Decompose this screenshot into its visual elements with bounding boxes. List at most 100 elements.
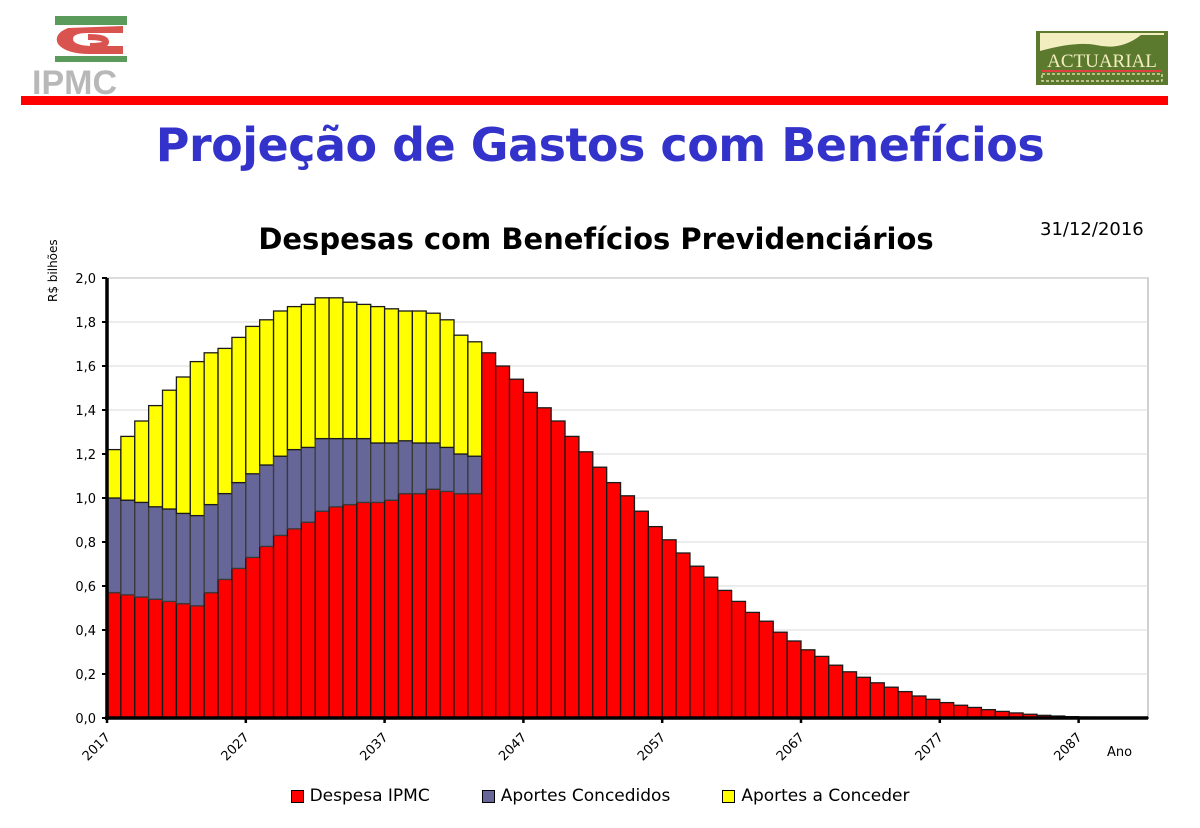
x-tick-label: 2067 [774, 730, 808, 764]
bar-segment [286, 448, 302, 530]
bar-segment [772, 631, 788, 719]
bar-segment [328, 297, 344, 440]
bar-segment [134, 420, 150, 504]
bar-segment [259, 464, 275, 548]
bar-segment [370, 501, 386, 719]
bar-segment [786, 640, 802, 719]
bar-segment [897, 690, 913, 719]
bar-segment [147, 404, 164, 508]
bar-segment [578, 451, 594, 719]
bar-segment [342, 503, 358, 719]
svg-text:ACTUARIAL: ACTUARIAL [1047, 51, 1157, 72]
bar-segment [758, 620, 774, 719]
bar-segment [411, 310, 427, 444]
bar-segment [883, 686, 899, 719]
y-tick-label: 0,6 [75, 580, 96, 595]
x-tick-label: 2027 [219, 730, 253, 764]
bar-segment [536, 407, 552, 719]
x-tick-label: 2077 [913, 730, 947, 764]
bar-segment [106, 448, 122, 499]
bar-segment [106, 497, 122, 594]
bar-segment [730, 600, 747, 719]
bar-segment [217, 492, 233, 581]
bar-segment [272, 455, 289, 537]
bar-segment [703, 576, 719, 719]
legend-item-aportes-concedidos: Aportes Concedidos [481, 786, 671, 806]
legend-item-despesa-ipmc: Despesa IPMC [290, 786, 430, 806]
bar-segment [911, 695, 927, 719]
bar-segment [120, 499, 136, 596]
bar-segment [481, 352, 497, 719]
bar-segment [411, 442, 427, 495]
bar-segment [633, 510, 649, 719]
bar-segment [467, 455, 483, 495]
bar-segment [439, 446, 455, 493]
bar-segment [383, 442, 400, 501]
bar-segment [814, 655, 830, 719]
y-tick-label: 1,4 [75, 404, 96, 419]
header-accent-bar [21, 96, 1168, 105]
bar-segment [231, 481, 247, 570]
bar-segment [342, 437, 358, 506]
y-tick-label: 2,0 [75, 272, 96, 287]
bar-segment [689, 565, 705, 719]
bar-segment [939, 701, 955, 719]
y-tick-label: 1,8 [75, 316, 96, 331]
x-tick-label: 2017 [80, 730, 114, 764]
bar-segment [397, 492, 414, 719]
x-axis-label: Ano [1107, 745, 1132, 760]
reference-date: 31/12/2016 [1040, 219, 1144, 240]
bar-segment [231, 336, 247, 484]
bar-segment [356, 437, 372, 504]
bar-segment [189, 360, 205, 517]
bar-segment [550, 420, 566, 719]
bar-segment [661, 539, 677, 719]
x-tick-label: 2037 [357, 730, 391, 764]
y-tick-label: 1,6 [75, 360, 96, 375]
bar-segment [189, 514, 205, 607]
bar-segment [619, 495, 636, 719]
x-tick-label: 2057 [635, 730, 669, 764]
bar-segment [744, 611, 761, 719]
legend-swatch-red-icon [290, 789, 304, 803]
y-tick-label: 1,2 [75, 448, 96, 463]
bar-segment [272, 310, 289, 457]
bar-segment [370, 442, 386, 504]
bar-segment [647, 525, 663, 719]
bar-segment [161, 508, 178, 603]
bar-segment [383, 308, 400, 444]
bar-segment [869, 682, 885, 719]
bar-segment [134, 596, 150, 719]
svg-text:IPMC: IPMC [32, 64, 117, 96]
legend-label: Aportes Concedidos [500, 786, 671, 806]
bar-segment [175, 602, 191, 719]
x-tick-label: 2047 [496, 730, 530, 764]
bar-segment [925, 698, 941, 719]
bar-segment [161, 389, 178, 510]
bar-segment [286, 528, 302, 719]
bar-segment [300, 446, 316, 523]
ipmc-logo-icon: IPMC [28, 12, 153, 102]
bar-segment [467, 341, 483, 457]
bar-segment [231, 567, 247, 719]
bar-segment [328, 437, 344, 508]
bar-segment [522, 391, 538, 719]
bar-segment [370, 305, 386, 444]
y-tick-label: 1,0 [75, 492, 96, 507]
bar-segment [439, 490, 455, 719]
bar-segment [314, 297, 330, 440]
chart-title: Despesas com Benefícios Previdenciários [258, 222, 934, 256]
bar-segment [259, 545, 275, 719]
y-tick-label: 0,0 [75, 712, 96, 727]
bar-segment [106, 591, 122, 719]
bar-segment [494, 365, 511, 719]
bar-segment [717, 589, 733, 719]
bar-segment [453, 334, 469, 455]
legend-swatch-yellow-icon [722, 789, 736, 803]
bar-segment [508, 378, 525, 719]
bar-segment [397, 310, 414, 442]
bar-segment [203, 352, 219, 506]
bar-segment [217, 578, 233, 719]
bar-segment [855, 676, 872, 719]
